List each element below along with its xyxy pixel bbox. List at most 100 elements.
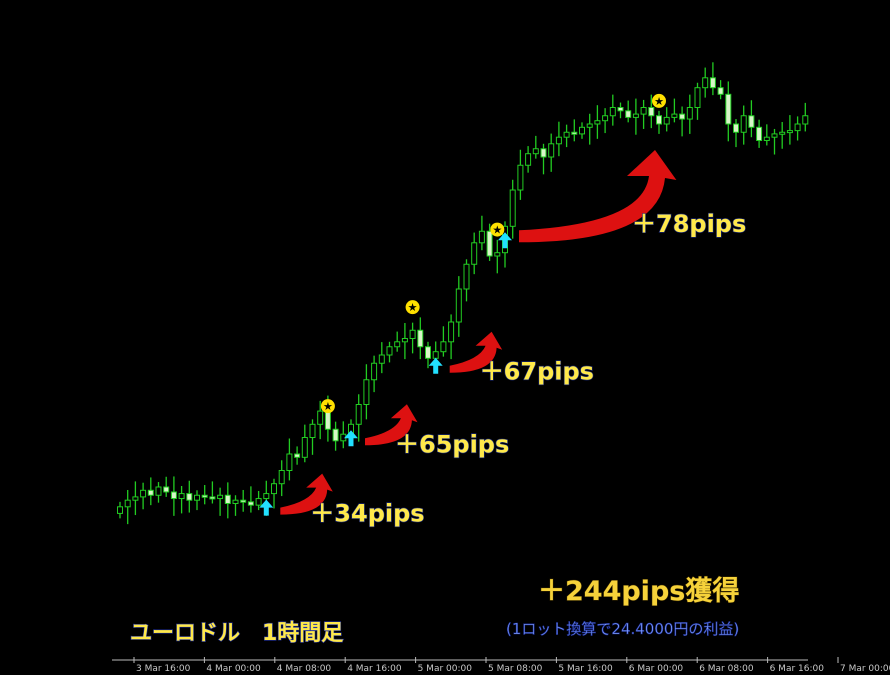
candle (340, 421, 347, 449)
candle-body (140, 489, 147, 498)
x-tick-label: 5 Mar 08:00 (488, 664, 543, 674)
candle (694, 82, 701, 120)
candle-body (748, 115, 755, 128)
profit-arrow-icon (280, 473, 333, 515)
profit-arrows (280, 150, 677, 515)
candle-body (425, 346, 431, 359)
x-axis: 3 Mar 16:00 4 Mar 00:00 4 Mar 08:00 4 Mar 1… (112, 657, 890, 674)
candle-body (301, 437, 308, 458)
candle-body (471, 242, 478, 265)
candle-body (571, 131, 578, 135)
candle (394, 331, 401, 352)
candle (209, 481, 216, 504)
candle-body (679, 113, 686, 120)
candle-body (309, 423, 316, 438)
candle-body (117, 506, 123, 514)
candle-body (671, 113, 678, 118)
candle (532, 135, 539, 159)
candle (478, 215, 485, 251)
candle (448, 314, 455, 360)
candle (525, 146, 532, 173)
candle (463, 259, 470, 302)
candle-body (224, 494, 231, 504)
candle-body (486, 230, 493, 257)
candle (779, 122, 786, 149)
candle (555, 121, 562, 157)
trade-pips-label: ＋34pips (310, 500, 424, 528)
candle-body (294, 453, 301, 458)
candle-body (648, 107, 655, 117)
candle (301, 424, 308, 463)
candle (132, 481, 139, 516)
candle-body (517, 164, 524, 191)
x-tick-label: 6 Mar 00:00 (629, 664, 684, 674)
candle (401, 322, 408, 360)
candle (579, 122, 585, 139)
candle (363, 364, 370, 420)
candle-body (178, 493, 185, 500)
candle-body (663, 116, 670, 125)
candle (802, 102, 809, 132)
candle-body (363, 379, 370, 405)
candle (240, 489, 247, 512)
candle-body (455, 288, 462, 323)
candle (155, 482, 162, 503)
candle-body (494, 252, 501, 257)
candle (278, 460, 285, 497)
x-tick-label: 3 Mar 16:00 (136, 664, 191, 674)
trade-pips-label: ＋78pips (632, 210, 746, 238)
candle (371, 355, 378, 393)
star-icon (490, 222, 505, 237)
chart-title: ユーロドル 1時間足 (130, 621, 343, 646)
candle-body (686, 107, 693, 120)
candle (702, 67, 709, 98)
candle-body (155, 486, 162, 496)
candle (170, 476, 177, 516)
candle (140, 482, 147, 510)
star-glyph: ★ (323, 400, 333, 413)
candle (255, 490, 262, 511)
candle (163, 476, 170, 497)
candle (186, 480, 193, 513)
candle (247, 486, 254, 513)
candle-body (147, 489, 154, 496)
candle-body (371, 362, 378, 381)
candle (786, 115, 793, 145)
candle-body (625, 110, 632, 118)
candle (471, 232, 478, 275)
candle (686, 94, 693, 134)
candle (602, 108, 609, 134)
candle-body (733, 123, 739, 133)
candle-body (378, 354, 385, 364)
candle (548, 133, 555, 172)
star-icon (320, 399, 335, 414)
candle-body (786, 130, 793, 134)
candle-body (401, 338, 408, 343)
candle (178, 486, 185, 514)
candle (509, 179, 516, 239)
candle-body (355, 404, 362, 425)
candle-body (317, 410, 324, 425)
candle (632, 98, 639, 135)
x-tick-label: 5 Mar 16:00 (558, 664, 613, 674)
candle-body (709, 77, 716, 89)
candle-body (201, 494, 208, 498)
candle-body (332, 428, 339, 442)
profit-arrow-icon (365, 404, 418, 446)
candle-body (779, 131, 786, 135)
candle (663, 107, 670, 132)
candle (586, 113, 593, 145)
candle (124, 489, 131, 525)
profit-note: (1ロット換算で24.4000円の利益) (506, 620, 739, 638)
candle-body (194, 494, 200, 501)
candle (147, 477, 154, 506)
candle-body (432, 351, 439, 359)
trade-labels: ＋34pips ＋65pips ＋67pips ＋78pips (310, 209, 747, 528)
x-tick-label: 4 Mar 08:00 (277, 664, 332, 674)
candle-body (617, 107, 624, 112)
candle (355, 394, 362, 442)
x-tick-label: 7 Mar 00:00 (840, 664, 890, 674)
candle (271, 478, 277, 509)
x-tick-label: 4 Mar 00:00 (206, 664, 261, 674)
